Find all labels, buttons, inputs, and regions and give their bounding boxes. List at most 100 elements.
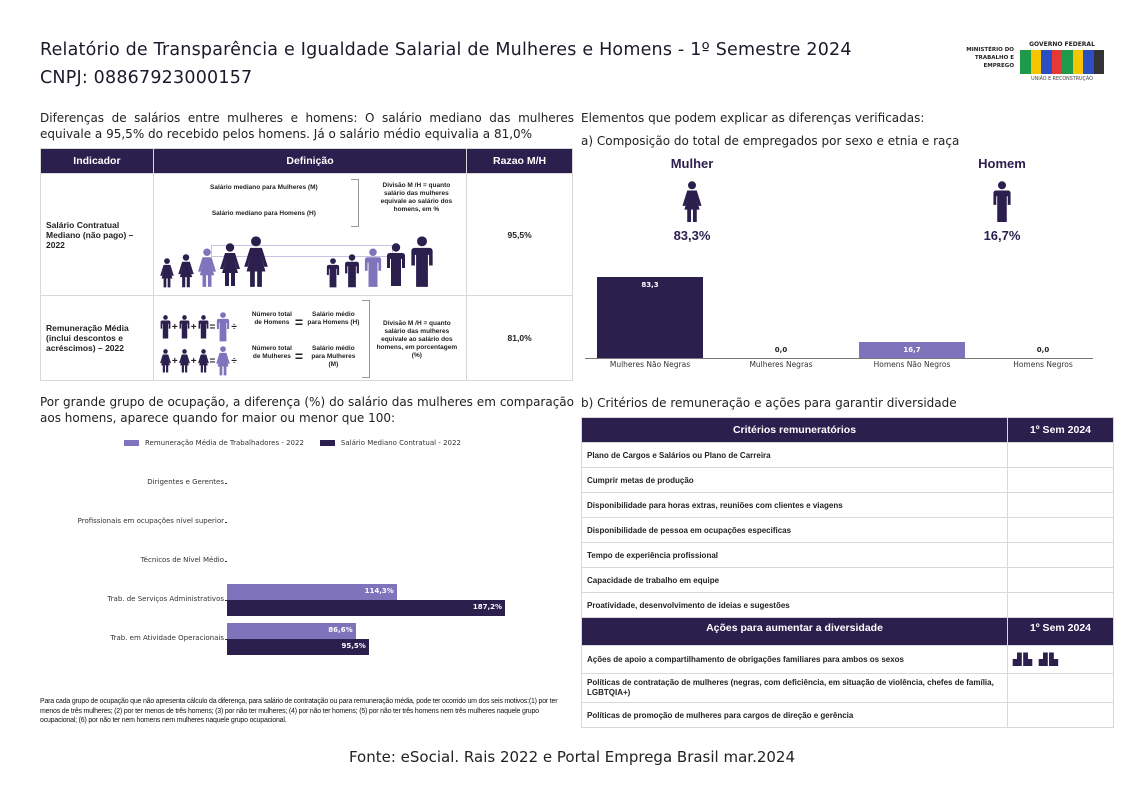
man-icon xyxy=(344,254,360,288)
criteria-label: Proatividade, desenvolvimento de ideias … xyxy=(581,592,1008,618)
category-label: Técnicos de Nível Médio xyxy=(140,556,224,564)
table-row: Ações de apoio a compartilhamento de obr… xyxy=(581,645,1114,674)
man-icon xyxy=(386,242,406,288)
homem-summary: Homem 16,7% xyxy=(952,156,1052,243)
men-figures xyxy=(326,236,434,288)
section-a-title: a) Composição do total de empregados por… xyxy=(581,134,960,148)
brace xyxy=(361,300,370,378)
bar-salario: 95,5% xyxy=(227,639,369,655)
bar-value-label: 0,0 xyxy=(774,346,788,354)
bar-remuneracao: 86,6% xyxy=(227,623,356,639)
footnote: Para cada grupo de ocupação que não apre… xyxy=(40,698,558,724)
bar-value-label: 86,6% xyxy=(328,626,353,634)
category-label: Trab. em Atividade Operacionais xyxy=(110,634,224,642)
table-row: Disponibilidade de pessoa em ocupações e… xyxy=(581,517,1114,543)
woman-icon xyxy=(178,254,194,288)
criteria-label: Disponibilidade de pessoa em ocupações e… xyxy=(581,517,1008,543)
y-tick xyxy=(225,639,227,640)
category-label: Profissionais em ocupações nível superio… xyxy=(77,517,224,525)
legend-swatch-remuneracao xyxy=(124,440,139,446)
woman-icon xyxy=(198,248,216,288)
legend-label-salario: Salário Mediano Contratual - 2022 xyxy=(340,439,461,447)
woman-icon xyxy=(244,236,268,288)
gov-logo-title: GOVERNO FEDERAL xyxy=(1029,41,1095,48)
homem-label: Homem xyxy=(978,156,1026,171)
action-value: ▟▙ ▟▙ xyxy=(1007,645,1114,674)
criteria-value xyxy=(1007,442,1114,468)
brace xyxy=(350,179,359,227)
table-row: Proatividade, desenvolvimento de ideias … xyxy=(581,592,1114,618)
action-label: Políticas de contratação de mulheres (ne… xyxy=(581,673,1008,703)
def-division: Divisão M /H = quanto salário das mulher… xyxy=(376,320,458,359)
definition-cell: + + = ÷ Número total de Homens = Salário mé… xyxy=(152,295,468,381)
bar-salario: 187,2% xyxy=(227,600,505,616)
woman-icon xyxy=(682,181,702,223)
equals-icon: = xyxy=(294,348,304,364)
criteria-value xyxy=(1007,492,1114,518)
bar-value-label: 95,5% xyxy=(341,642,366,650)
woman-icon xyxy=(198,349,209,373)
x-tick-label: Homens Negros xyxy=(1013,360,1073,369)
criteria-label: Disponibilidade para horas extras, reuni… xyxy=(581,492,1008,518)
women-figures xyxy=(160,236,268,288)
man-icon xyxy=(992,181,1012,223)
men-sum: + + = ÷ xyxy=(160,312,237,342)
bar-homens-não-negros xyxy=(859,341,965,358)
gov-logo-tagline: UNIÃO E RECONSTRUÇÃO xyxy=(1031,77,1093,82)
action-value xyxy=(1007,702,1114,728)
x-tick-label: Homens Não Negros xyxy=(873,360,951,369)
man-icon xyxy=(364,248,382,288)
category-label: Dirigentes e Gerentes xyxy=(147,478,224,486)
legend-swatch-salario xyxy=(319,440,335,446)
man-icon xyxy=(198,315,209,339)
ratio-value: 81,0% xyxy=(466,295,573,381)
criteria-value xyxy=(1007,467,1114,493)
category-label: Trab. de Serviços Administrativos xyxy=(107,595,224,603)
man-icon xyxy=(216,312,230,342)
indicator-label: Salário Contratual Mediano (não pago) – … xyxy=(40,173,154,296)
ratio-value: 95,5% xyxy=(466,173,573,296)
avg-women: Salário médio para Mulheres (M) xyxy=(311,345,356,368)
x-tick-label: Mulheres Negras xyxy=(749,360,813,369)
mulher-pct: 83,3% xyxy=(673,228,711,243)
bar-mulheres-não-negras xyxy=(597,277,703,358)
man-icon xyxy=(326,258,340,288)
occupation-bar-chart: Remuneração Média de Trabalhadores - 202… xyxy=(40,435,575,665)
brasil-logo-mark xyxy=(1020,50,1104,74)
women-sum: + + = ÷ xyxy=(160,346,237,376)
composition-bar-chart: 83,3 Mulheres Não Negras 0,0 Mulheres Negra… xyxy=(585,260,1095,375)
col-definition: Definição xyxy=(152,148,468,174)
y-tick xyxy=(225,600,227,601)
criteria-value xyxy=(1007,542,1114,568)
criteria-label: Tempo de experiência profissional xyxy=(581,542,1008,568)
woman-icon xyxy=(220,242,240,288)
section-b-title: b) Critérios de remuneração e ações para… xyxy=(581,396,957,410)
equals-icon: = xyxy=(294,314,304,330)
action-value xyxy=(1007,673,1114,703)
definition-cell: Salário mediano para Mulheres (M) Salári… xyxy=(152,173,468,296)
table-row: Remuneração Média (inclui descontos e ac… xyxy=(40,295,573,381)
indicator-table: Indicador Definição Razao M/H Salário Co… xyxy=(40,148,573,381)
x-tick-label: Mulheres Não Negras xyxy=(609,360,691,369)
table-row: Plano de Cargos e Salários ou Plano de C… xyxy=(581,442,1114,468)
mulher-summary: Mulher 83,3% xyxy=(642,156,742,243)
intro-text: Diferenças de salários entre mulheres e … xyxy=(40,111,574,141)
gov-logo: GOVERNO FEDERAL UNIÃO E RECONSTRUÇÃO xyxy=(1020,41,1104,82)
bar-value-label: 114,3% xyxy=(364,587,394,595)
source-footer: Fonte: eSocial. Rais 2022 e Portal Empre… xyxy=(348,748,796,766)
table-row: Capacidade de trabalho em equipe xyxy=(581,567,1114,593)
table-row: Disponibilidade para horas extras, reuni… xyxy=(581,492,1114,518)
woman-icon xyxy=(160,349,171,373)
bar-value-label: 0,0 xyxy=(1036,346,1050,354)
occupation-intro: Por grande grupo de ocupação, a diferenç… xyxy=(40,395,574,425)
criteria-table: Critérios remuneratórios 1º Sem 2024 Plan… xyxy=(581,417,1114,728)
criteria-header: Critérios remuneratórios xyxy=(581,417,1008,443)
right-title: Elementos que podem explicar as diferenç… xyxy=(581,111,925,125)
def-division: Divisão M /H = quanto salário das mulher… xyxy=(380,182,453,213)
table-row: Políticas de promoção de mulheres para c… xyxy=(581,702,1114,728)
criteria-period: 1º Sem 2024 xyxy=(1007,417,1114,443)
actions-header: Ações para aumentar a diversidade xyxy=(581,617,1008,646)
mulher-label: Mulher xyxy=(670,156,714,171)
man-icon xyxy=(179,315,190,339)
man-icon xyxy=(160,315,171,339)
